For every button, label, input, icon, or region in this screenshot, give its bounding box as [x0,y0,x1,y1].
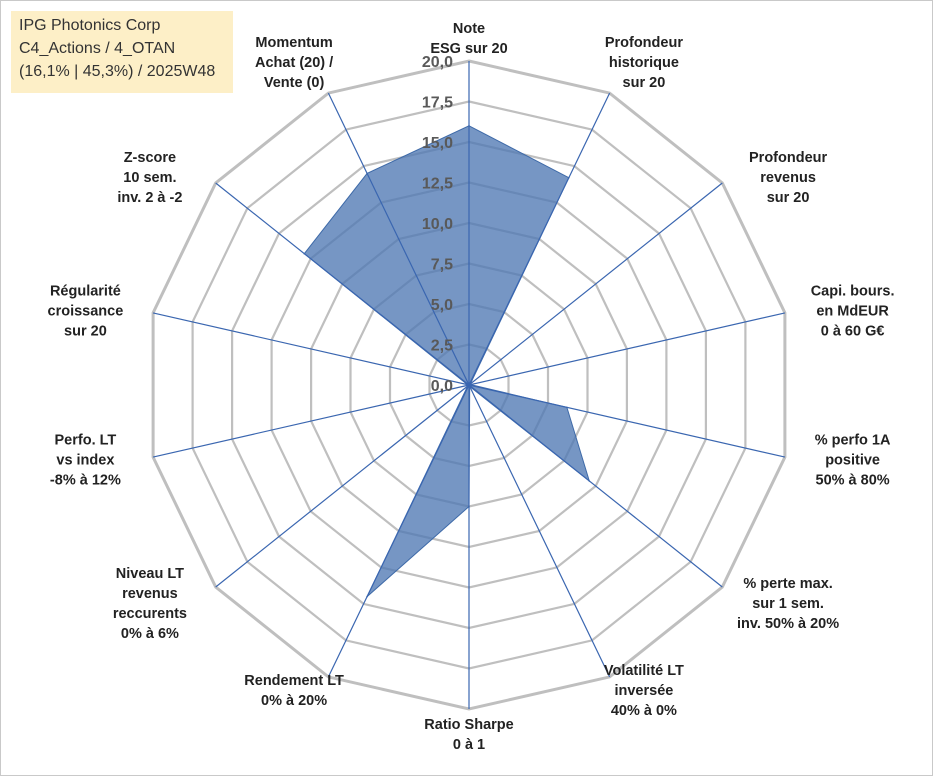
tick-label: 5,0 [431,297,453,314]
axis-label-line: -8% à 12% [50,472,121,488]
axis-label-line: Profondeur [605,35,683,51]
axis-label-line: Niveau LT [116,566,184,582]
info-category: C4_Actions / 4_OTAN [19,40,176,57]
axis-spoke-6 [468,384,611,678]
axis-label-line: Perfo. LT [55,432,117,448]
axis-label-line: 0 à 60 G€ [821,324,885,340]
axis-label-0: Note ESG sur 20 [430,21,507,57]
tick-label: 10,0 [422,216,453,233]
axis-label-line: Z-score [124,150,176,166]
axis-label-line: historique [609,55,679,71]
axis-label-13: Momentum Achat (20) / Vente (0) [255,35,333,91]
axis-label-line: 50% à 80% [816,472,890,488]
axis-spoke-8 [327,384,470,678]
axis-spoke-5 [468,384,723,588]
spoke-layer [152,61,786,709]
axis-spoke-1 [468,92,611,386]
axis-label-line: % perfo 1A [815,432,891,448]
axis-label-line: 0 à 1 [453,737,485,753]
axis-label-line: sur 1 sem. [752,596,824,612]
series-layer [303,125,591,598]
tick-layer: 0,0 2,5 5,0 7,5 10,0 12,5 15,0 17,5 20,0 [422,54,453,395]
label-layer: Note ESG sur 20 Profondeur historique sur 20… [48,21,895,753]
tick-label: 20,0 [422,54,453,71]
axis-label-line: sur 20 [623,75,666,91]
axis-label-line: inv. 2 à -2 [117,190,182,206]
axis-label-5: % perte max. sur 1 sem. inv. 50% à 20% [737,576,839,632]
axis-label-12: Z-score 10 sem. inv. 2 à -2 [117,150,182,206]
axis-label-line: inversée [614,683,673,699]
axis-label-line: sur 20 [64,324,107,340]
axis-label-line: revenus [122,586,178,602]
axis-label-7: Ratio Sharpe 0 à 1 [424,717,513,753]
axis-label-4: % perfo 1A positive 50% à 80% [815,432,891,488]
axis-label-line: 0% à 6% [121,626,179,642]
axis-label-1: Profondeur historique sur 20 [605,35,683,91]
axis-label-line: positive [825,452,880,468]
tick-label: 7,5 [431,257,453,274]
axis-label-line: Momentum [255,35,332,51]
axis-spoke-3 [468,312,786,386]
tick-label: 15,0 [422,135,453,152]
axis-label-9: Niveau LT revenus reccurents 0% à 6% [113,566,187,642]
axis-label-line: % perte max. [743,576,832,592]
axis-label-10: Perfo. LT vs index -8% à 12% [50,432,121,488]
axis-label-3: Capi. bours. en MdEUR 0 à 60 G€ [811,284,895,340]
axis-label-line: ESG sur 20 [430,41,507,57]
tick-label: 0,0 [431,378,453,395]
axis-label-8: Rendement LT 0% à 20% [244,673,344,709]
tick-label: 12,5 [422,176,453,193]
axis-label-line: revenus [760,170,816,186]
axis-label-line: reccurents [113,606,187,622]
axis-label-6: Volatilité LT inversée 40% à 0% [604,663,684,719]
axis-label-line: vs index [56,452,114,468]
axis-label-2: Profondeur revenus sur 20 [749,150,827,206]
axis-label-line: Ratio Sharpe [424,717,513,733]
axis-spoke-9 [215,384,470,588]
axis-label-line: Vente (0) [264,75,325,91]
axis-label-line: Profondeur [749,150,827,166]
axis-label-line: Rendement LT [244,673,344,689]
axis-spoke-10 [152,384,470,458]
axis-spoke-2 [468,182,723,386]
axis-label-line: en MdEUR [816,304,889,320]
axis-spoke-12 [215,182,470,386]
axis-label-line: croissance [48,304,124,320]
axis-spoke-11 [152,312,470,386]
axis-label-line: Régularité [50,284,121,300]
info-box: IPG Photonics Corp C4_Actions / 4_OTAN (… [11,11,233,93]
axis-label-line: 40% à 0% [611,703,677,719]
axis-label-11: Régularité croissance sur 20 [48,284,124,340]
axis-label-line: Volatilité LT [604,663,684,679]
tick-label: 2,5 [431,338,453,355]
axis-label-line: Capi. bours. [811,284,895,300]
axis-spoke-4 [468,384,786,458]
axis-label-line: Achat (20) / [255,55,333,71]
tick-label: 17,5 [422,95,453,112]
axis-label-line: 0% à 20% [261,693,327,709]
axis-label-line: sur 20 [767,190,810,206]
axis-label-line: 10 sem. [123,170,176,186]
axis-spoke-13 [327,92,470,386]
info-stats: (16,1% | 45,3%) / 2025W48 [19,63,216,80]
axis-label-line: inv. 50% à 20% [737,616,839,632]
axis-label-line: Note [453,21,485,37]
info-company-name: IPG Photonics Corp [19,17,161,34]
